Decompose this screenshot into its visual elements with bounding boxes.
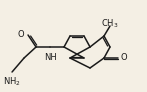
Text: O: O: [121, 54, 128, 62]
Text: NH: NH: [44, 53, 56, 62]
Text: O: O: [18, 30, 24, 39]
Text: CH$_3$: CH$_3$: [101, 17, 119, 30]
Text: NH$_2$: NH$_2$: [2, 76, 20, 88]
